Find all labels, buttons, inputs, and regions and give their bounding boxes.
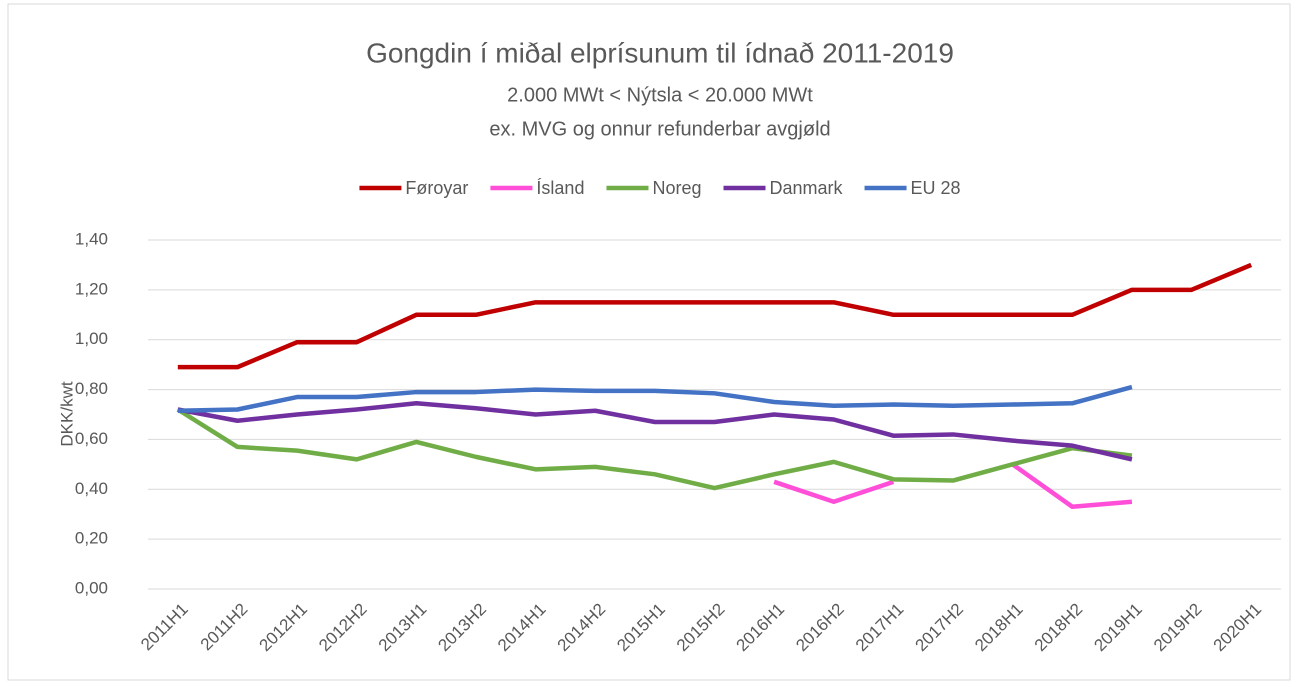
y-tick-label: 0,40 <box>75 479 108 498</box>
legend-label: Ísland <box>536 178 584 198</box>
chart-title: Gongdin í miðal elprísunum til ídnað 201… <box>366 37 954 68</box>
y-tick-label: 1,00 <box>75 329 108 348</box>
series-line <box>177 384 1133 414</box>
series-line <box>177 262 1253 370</box>
legend-label: EU 28 <box>911 178 961 198</box>
series-line <box>176 407 1133 491</box>
y-tick-label: 0,00 <box>75 578 108 597</box>
y-axis-label: DKK/kwt <box>57 381 76 446</box>
series-line <box>773 462 1133 509</box>
legend-label: Noreg <box>652 178 701 198</box>
y-tick-label: 0,80 <box>75 379 108 398</box>
legend-label: Danmark <box>770 178 844 198</box>
y-tick-label: 0,20 <box>75 529 108 548</box>
chart-border <box>7 3 1291 681</box>
series-line <box>177 401 1133 462</box>
y-tick-label: 1,20 <box>75 279 108 298</box>
chart-subtitle: 2.000 MWt < Nýtsla < 20.000 MWt <box>507 84 813 106</box>
chart-subtitle: ex. MVG og onnur refunderbar avgjøld <box>489 118 830 140</box>
y-tick-label: 0,60 <box>75 429 108 448</box>
legend-label: Føroyar <box>405 178 468 198</box>
y-tick-label: 1,40 <box>75 229 108 248</box>
